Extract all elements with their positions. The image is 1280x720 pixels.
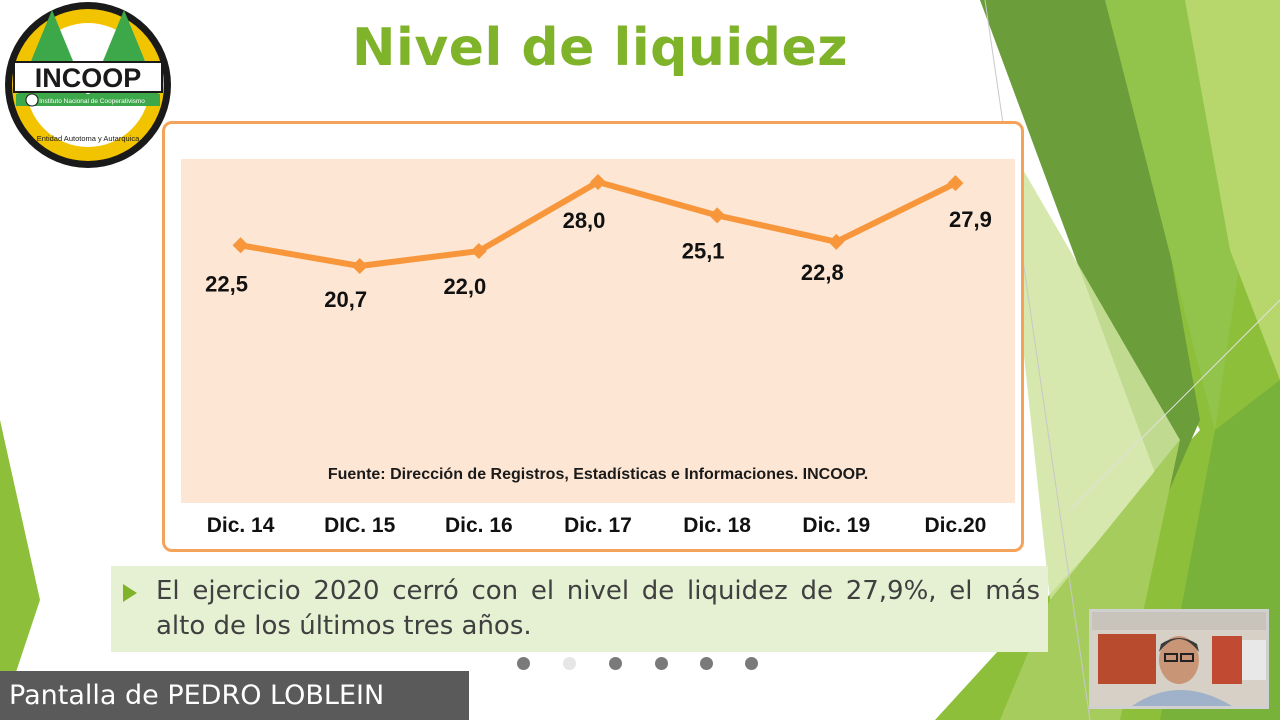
chart-source-note: Fuente: Dirección de Registros, Estadíst… bbox=[327, 466, 869, 483]
svg-text:INCOOP: INCOOP bbox=[35, 63, 142, 93]
pagination-dot[interactable] bbox=[700, 657, 713, 670]
summary-text: El ejercicio 2020 cerró con el nivel de … bbox=[156, 576, 1040, 641]
data-point-marker bbox=[232, 237, 249, 254]
data-label: 27,9 bbox=[949, 207, 992, 232]
data-point-marker bbox=[828, 233, 845, 250]
data-label: 28,0 bbox=[563, 208, 606, 233]
x-tick-label: Dic.20 bbox=[924, 514, 987, 537]
screen-share-label: Pantalla de PEDRO LOBLEIN bbox=[0, 671, 469, 720]
pagination-dot[interactable] bbox=[517, 657, 530, 670]
svg-text:Entidad Autotoma y Autarquica: Entidad Autotoma y Autarquica bbox=[37, 134, 140, 143]
data-label: 22,8 bbox=[801, 260, 844, 285]
bullet-arrow-icon bbox=[123, 584, 137, 602]
x-tick-label: Dic. 16 bbox=[444, 514, 513, 537]
pagination-dot[interactable] bbox=[655, 657, 668, 670]
presenter-video-thumbnail[interactable] bbox=[1089, 609, 1269, 709]
data-label: 22,0 bbox=[443, 274, 486, 299]
x-tick-label: Dic. 14 bbox=[206, 514, 275, 537]
x-tick-label: Dic. 19 bbox=[802, 514, 871, 537]
x-tick-label: Dic. 17 bbox=[564, 514, 632, 537]
data-point-marker bbox=[351, 258, 368, 274]
data-label: 22,5 bbox=[205, 271, 248, 296]
pagination-dot[interactable] bbox=[563, 657, 576, 670]
plot-area bbox=[181, 159, 1015, 503]
data-label: 25,1 bbox=[682, 238, 725, 263]
pagination-dot[interactable] bbox=[745, 657, 758, 670]
svg-text:Instituto Nacional de Cooperat: Instituto Nacional de Cooperativismo bbox=[39, 98, 145, 105]
slide-pagination-dots bbox=[517, 657, 767, 671]
presenter-video-image bbox=[1092, 612, 1266, 706]
summary-bullet: El ejercicio 2020 cerró con el nivel de … bbox=[111, 566, 1048, 652]
data-point-marker bbox=[470, 243, 487, 260]
incoop-logo: INCOOP Instituto Nacional de Cooperativi… bbox=[5, 2, 171, 168]
x-axis-labels: Dic. 14 DIC. 15 Dic. 16 Dic. 17 Dic. 18 Dic. … bbox=[181, 514, 1015, 544]
data-label: 20,7 bbox=[324, 287, 367, 312]
x-tick-label: DIC. 15 bbox=[324, 514, 396, 537]
x-tick-label: Dic. 18 bbox=[683, 514, 751, 537]
liquidity-chart: 22,5 20,7 22,0 28,0 25,1 22,8 27,9 Fuente: Dir… bbox=[162, 121, 1024, 552]
pagination-dot[interactable] bbox=[609, 657, 622, 670]
slide-title: Nivel de liquidez bbox=[352, 18, 848, 78]
data-point-marker bbox=[709, 207, 726, 224]
data-point-marker bbox=[590, 174, 606, 190]
line-chart-svg: 22,5 20,7 22,0 28,0 25,1 22,8 27,9 bbox=[205, 174, 992, 312]
